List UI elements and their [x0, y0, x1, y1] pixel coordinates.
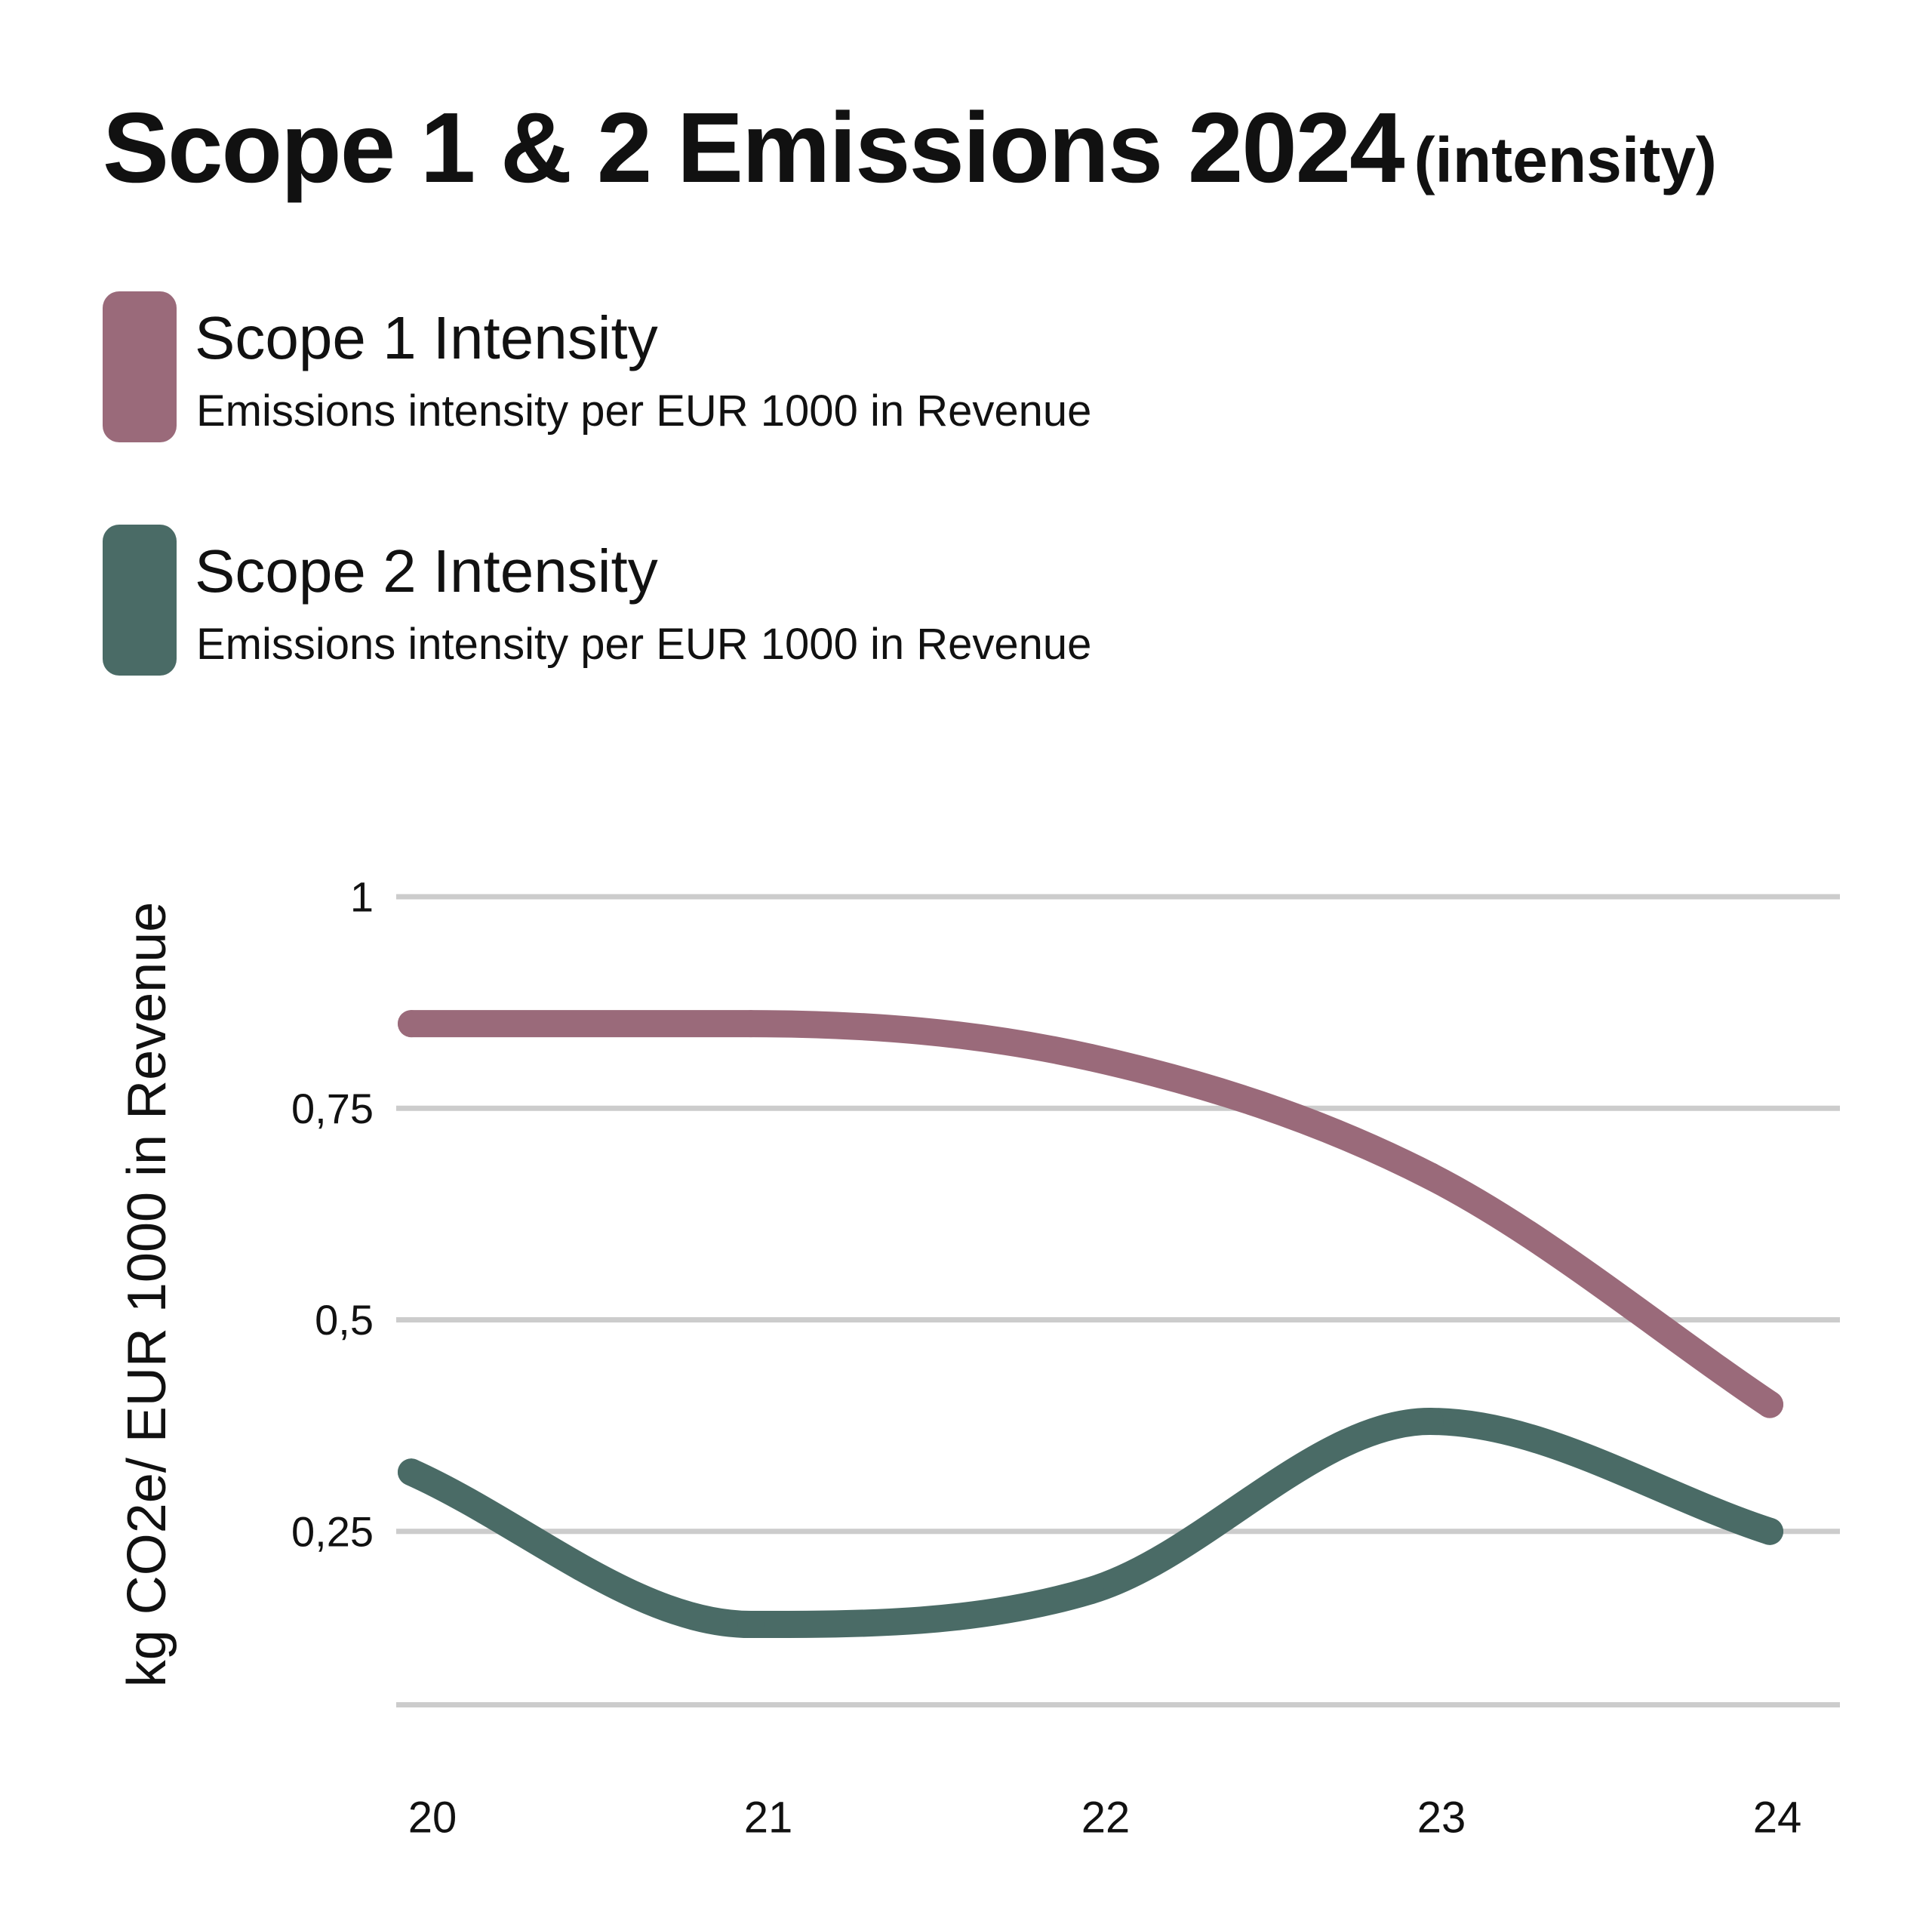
x-tick-labels: 20 21 22 23 24 — [408, 1793, 1802, 1843]
chart-title-subtitle: (intensity) — [1414, 125, 1717, 196]
data-point-scope-2 — [398, 1458, 425, 1486]
y-tick-label: 0,75 — [291, 1085, 374, 1132]
x-tick-label: 21 — [744, 1793, 793, 1843]
data-point-scope-1 — [398, 1010, 425, 1038]
data-point-scope-2 — [1417, 1408, 1444, 1436]
x-tick-label: 20 — [408, 1793, 457, 1843]
data-point-scope-1 — [1077, 1043, 1104, 1071]
data-point-scope-1 — [1756, 1390, 1783, 1418]
legend-swatch-scope-1 — [103, 291, 177, 442]
series-lines — [398, 1010, 1783, 1639]
series-line-scope-1 — [398, 1010, 1783, 1418]
data-point-scope-1 — [737, 1010, 764, 1038]
data-point-scope-2 — [1077, 1577, 1104, 1605]
data-point-scope-2 — [1756, 1517, 1783, 1545]
chart-title-main: Scope 1 & 2 Emissions 2024 — [103, 92, 1405, 203]
grid-lines — [396, 894, 1840, 1708]
data-point-scope-1 — [1417, 1162, 1444, 1190]
legend-swatch-scope-2 — [103, 525, 177, 676]
y-tick-labels: 1 0,75 0,5 0,25 — [291, 873, 374, 1556]
y-tick-label: 1 — [350, 873, 374, 921]
legend-label-scope-1: Scope 1 Intensity — [195, 304, 658, 371]
x-tick-label: 22 — [1081, 1793, 1131, 1843]
legend-label-scope-2: Scope 2 Intensity — [195, 537, 658, 605]
data-point-scope-2 — [737, 1611, 764, 1639]
x-tick-label: 24 — [1753, 1793, 1802, 1843]
y-tick-label: 0,5 — [315, 1296, 374, 1344]
x-tick-label: 23 — [1417, 1793, 1466, 1843]
legend-description-scope-1: Emissions intensity per EUR 1000 in Reve… — [196, 386, 1092, 436]
y-tick-label: 0,25 — [291, 1507, 374, 1555]
chart-title: Scope 1 & 2 Emissions 2024 (intensity) — [103, 98, 1717, 198]
legend-description-scope-2: Emissions intensity per EUR 1000 in Reve… — [196, 620, 1092, 669]
